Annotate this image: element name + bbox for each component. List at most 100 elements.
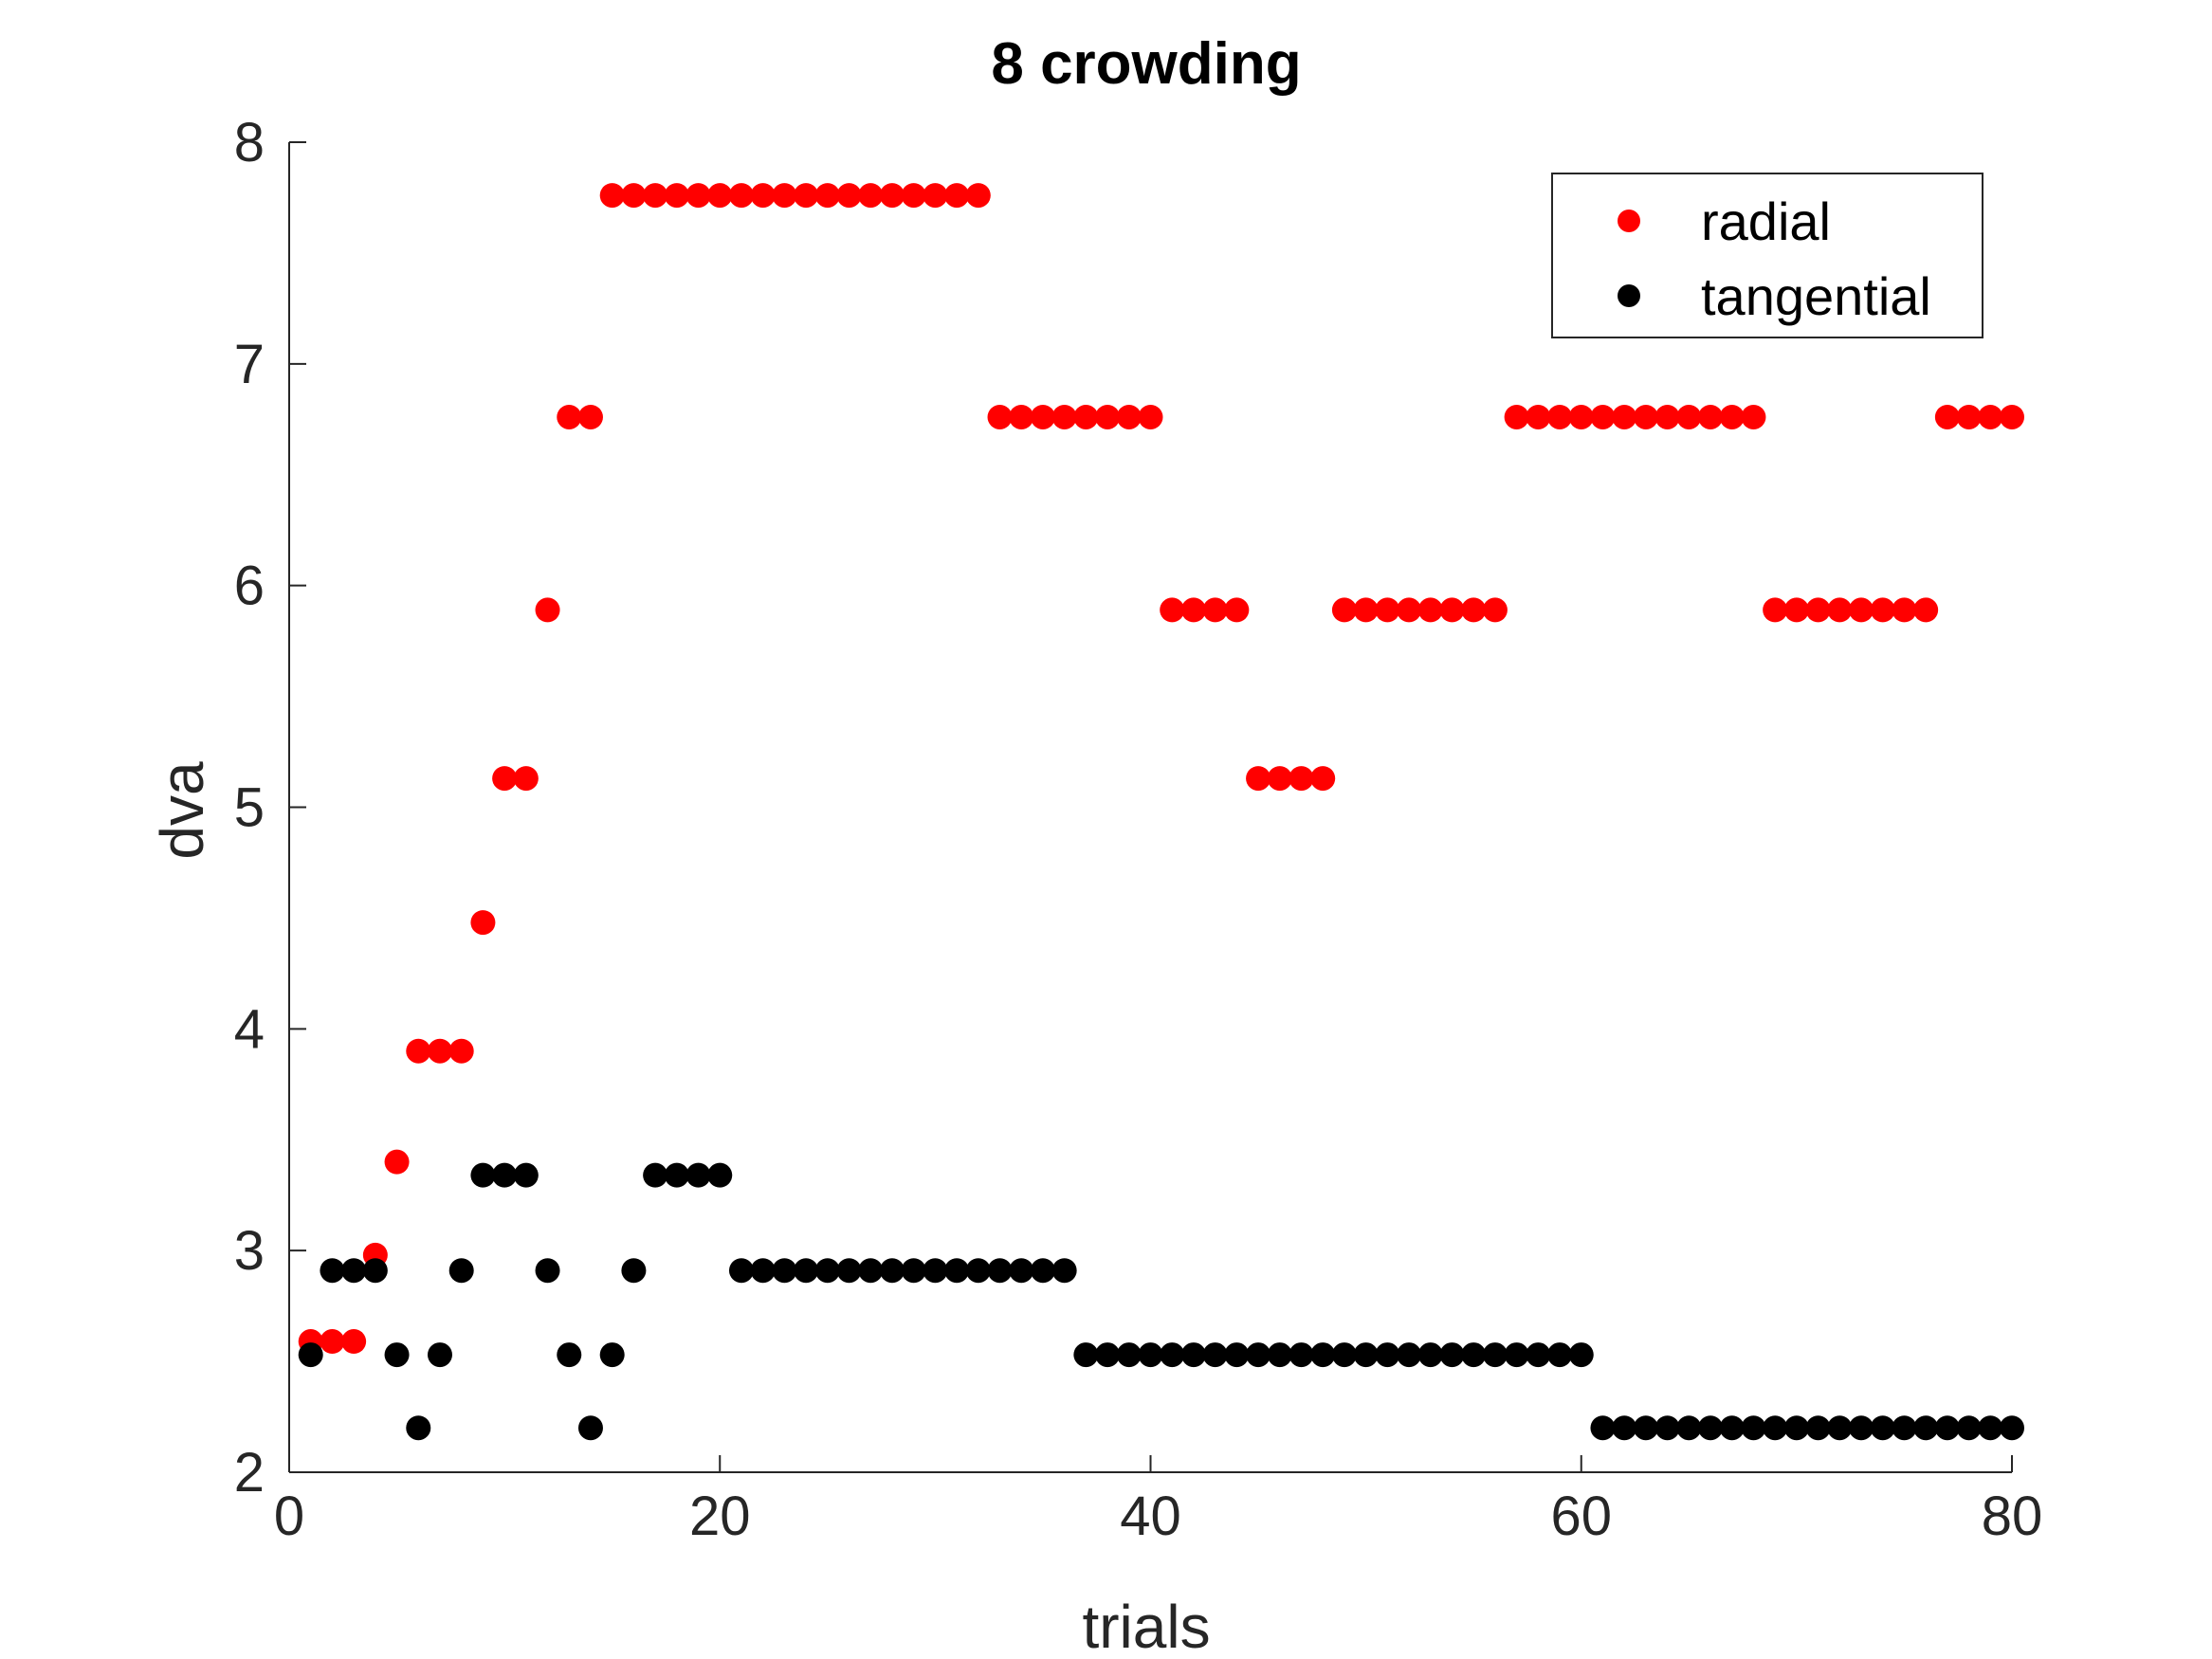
- radial-point: [1095, 404, 1121, 429]
- tangential-point: [858, 1258, 884, 1284]
- radial-point: [794, 183, 819, 209]
- x-tick-label: 0: [274, 1486, 304, 1547]
- radial-point: [1892, 597, 1917, 623]
- y-tick-label: 2: [234, 1442, 265, 1504]
- radial-point: [1116, 404, 1142, 429]
- legend-marker-tangential: [1618, 284, 1640, 307]
- radial-point: [1138, 404, 1163, 429]
- radial-point: [772, 183, 797, 209]
- tangential-point: [1095, 1342, 1121, 1368]
- tangential-point: [814, 1258, 840, 1284]
- tangential-point: [1397, 1342, 1422, 1368]
- tangential-point: [1504, 1342, 1529, 1368]
- radial-point: [1676, 404, 1702, 429]
- x-axis-label: trials: [1082, 1593, 1210, 1659]
- radial-point: [1913, 597, 1939, 623]
- tangential-point: [492, 1162, 518, 1188]
- tangential-point: [1892, 1415, 1917, 1441]
- radial-point: [1482, 597, 1508, 623]
- tangential-point: [577, 1415, 603, 1441]
- tangential-point: [1526, 1342, 1551, 1368]
- tangential-point: [1956, 1415, 1982, 1441]
- x-tick-label: 80: [1982, 1486, 2043, 1547]
- tangential-point: [470, 1162, 496, 1188]
- tangential-point: [1417, 1342, 1443, 1368]
- radial-point: [1202, 597, 1228, 623]
- radial-point: [1160, 597, 1185, 623]
- tangential-point: [901, 1258, 926, 1284]
- tangential-point: [1051, 1258, 1077, 1284]
- radial-point: [406, 1038, 431, 1064]
- tangential-point: [1009, 1258, 1034, 1284]
- plot-area: [298, 183, 2024, 1441]
- tangential-point: [1633, 1415, 1658, 1441]
- tangential-point: [643, 1162, 668, 1188]
- tangential-point: [1246, 1342, 1271, 1368]
- tangential-point: [1224, 1342, 1250, 1368]
- tangential-point: [965, 1258, 991, 1284]
- tangential-point: [1870, 1415, 1895, 1441]
- tangential-point: [406, 1415, 431, 1441]
- tangential-point: [707, 1162, 733, 1188]
- radial-point: [1289, 766, 1314, 792]
- radial-point: [1849, 597, 1874, 623]
- radial-point: [858, 183, 884, 209]
- radial-point: [621, 183, 647, 209]
- radial-point: [728, 183, 754, 209]
- x-tick-label: 20: [689, 1486, 751, 1547]
- tangential-point: [1676, 1415, 1702, 1441]
- tangential-point: [320, 1258, 345, 1284]
- legend-marker-radial: [1618, 210, 1640, 232]
- tangential-point: [1030, 1258, 1055, 1284]
- tangential-point: [1568, 1342, 1594, 1368]
- y-tick-label: 8: [234, 112, 265, 173]
- tangential-point: [362, 1258, 388, 1284]
- tangential-point: [1741, 1415, 1766, 1441]
- x-tick-label: 60: [1550, 1486, 1612, 1547]
- tangential-point: [750, 1258, 776, 1284]
- radial-point: [557, 404, 582, 429]
- y-tick-label: 4: [234, 998, 265, 1060]
- tangential-point: [535, 1258, 560, 1284]
- radial-point: [599, 183, 625, 209]
- tangential-point: [384, 1342, 410, 1368]
- radial-point: [836, 183, 862, 209]
- tangential-point: [1719, 1415, 1745, 1441]
- tangential-point: [1461, 1342, 1487, 1368]
- radial-point: [1030, 404, 1055, 429]
- tangential-point: [1073, 1342, 1099, 1368]
- radial-point: [1439, 597, 1465, 623]
- radial-point: [2000, 404, 2024, 429]
- radial-point: [814, 183, 840, 209]
- radial-point: [1009, 404, 1034, 429]
- tangential-point: [1331, 1342, 1357, 1368]
- tangential-point: [1439, 1342, 1465, 1368]
- radial-point: [448, 1038, 474, 1064]
- tangential-point: [1289, 1342, 1314, 1368]
- radial-point: [1870, 597, 1895, 623]
- tangential-point: [1763, 1415, 1788, 1441]
- radial-point: [1375, 597, 1400, 623]
- radial-point: [707, 183, 733, 209]
- radial-point: [341, 1329, 367, 1355]
- legend-label-tangential: tangential: [1701, 266, 1931, 326]
- radial-point: [944, 183, 970, 209]
- y-tick-label: 6: [234, 556, 265, 617]
- radial-point: [1805, 597, 1831, 623]
- tangential-point: [513, 1162, 539, 1188]
- radial-point: [1633, 404, 1658, 429]
- tangential-point: [341, 1258, 367, 1284]
- tangential-point: [664, 1162, 689, 1188]
- radial-point: [1417, 597, 1443, 623]
- legend-box: [1551, 173, 1983, 338]
- radial-point: [1934, 404, 1960, 429]
- radial-point: [750, 183, 776, 209]
- tangential-point: [1310, 1342, 1336, 1368]
- tangential-point: [1353, 1342, 1379, 1368]
- radial-point: [1547, 404, 1573, 429]
- radial-point: [879, 183, 905, 209]
- radial-point: [1504, 404, 1529, 429]
- tangential-point: [1827, 1415, 1853, 1441]
- radial-point: [1310, 766, 1336, 792]
- chart-title: 8 crowding: [991, 31, 1301, 97]
